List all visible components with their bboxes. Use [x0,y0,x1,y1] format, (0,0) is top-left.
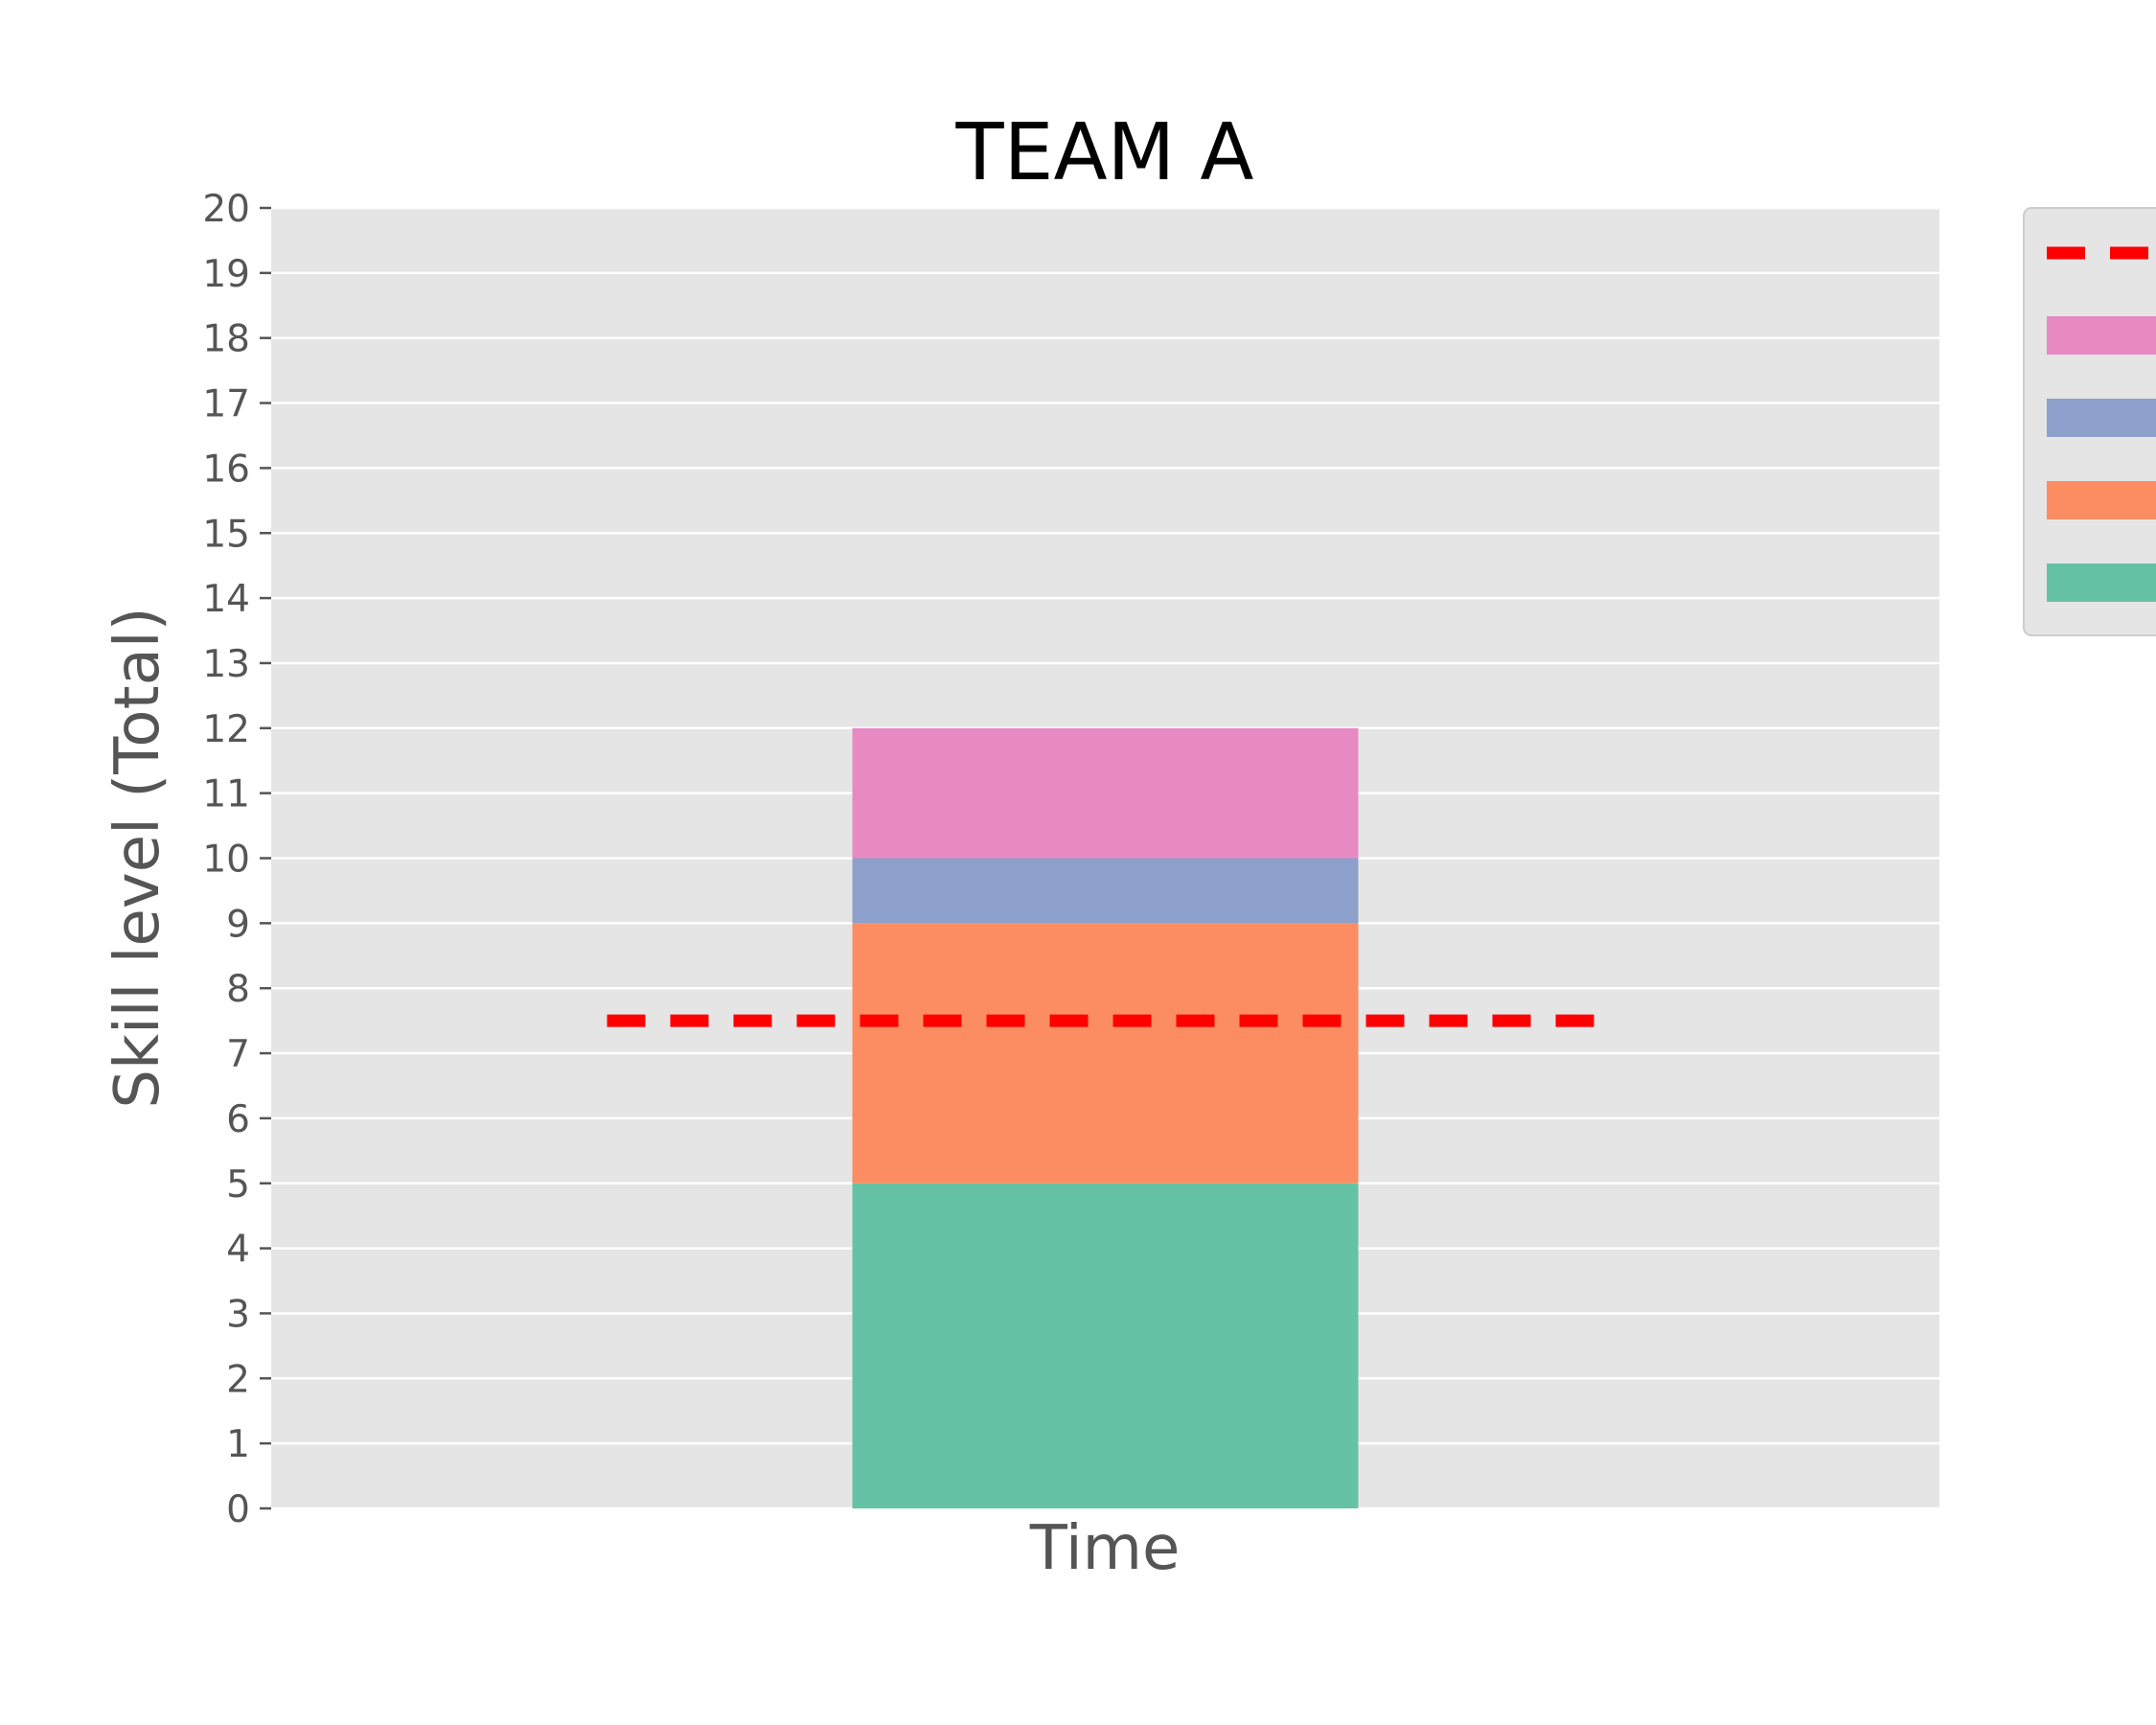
legend-swatch [2047,399,2156,437]
legend-swatch [2047,316,2156,355]
y-tick-label: 3 [226,1293,250,1336]
bar-segment [852,727,1359,859]
x-axis-label: Time [1029,1513,1181,1584]
y-tick-label: 19 [202,253,250,296]
y-tick-label: 2 [226,1358,250,1401]
y-tick-label: 7 [226,1033,250,1076]
y-axis-label: Skill level (Total) [103,607,173,1108]
y-tick-label: 20 [202,188,250,231]
bar-stack [852,727,1359,1508]
bar-segment [852,923,1359,1184]
y-tick-label: 12 [202,708,250,751]
y-tick-label: 18 [202,318,250,361]
y-tick-label: 10 [202,839,250,882]
y-tick-label: 8 [226,968,250,1011]
y-tick-label: 13 [202,643,250,686]
chart-title: TEAM A [955,107,1254,198]
bar-segment [852,1183,1359,1508]
y-tick-label: 6 [226,1098,250,1141]
legend [2023,207,2156,636]
legend-swatch [2047,564,2156,602]
y-tick-label: 9 [226,903,250,946]
y-tick-label: 16 [202,448,250,491]
bar-segment [852,858,1359,924]
y-tick-label: 15 [202,513,250,556]
y-tick-label: 5 [226,1163,250,1207]
y-tick-label: 11 [202,773,250,816]
y-tick-label: 1 [226,1423,250,1466]
y-tick-label: 0 [226,1488,250,1531]
y-tick-label: 14 [202,578,250,621]
legend-swatch [2047,481,2156,519]
y-tick-label: 17 [202,383,250,426]
y-tick-label: 4 [226,1229,250,1272]
